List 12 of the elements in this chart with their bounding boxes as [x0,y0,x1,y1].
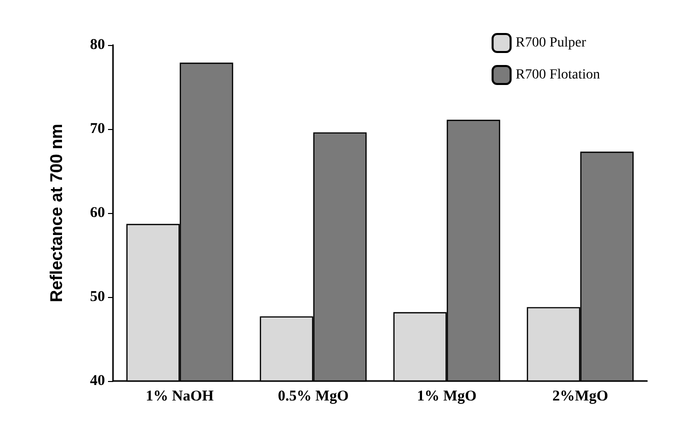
x-tick-label: 1% MgO [416,388,477,404]
legend-label: R700 Pulper [516,36,586,50]
y-tick-label: 80 [90,37,105,53]
x-tick-label: 1% NaOH [146,388,214,404]
y-tick-label: 40 [90,373,105,389]
y-tick-label: 50 [90,289,105,305]
y-axis-title: Reflectance at 700 nm [47,124,66,302]
y-tick-label: 70 [90,121,105,137]
x-tick-label: 0.5% MgO [278,388,349,404]
legend-label: R700 Flotation [516,68,600,82]
x-tick-label: 2%MgO [552,388,608,404]
y-tick-label: 60 [90,205,105,221]
